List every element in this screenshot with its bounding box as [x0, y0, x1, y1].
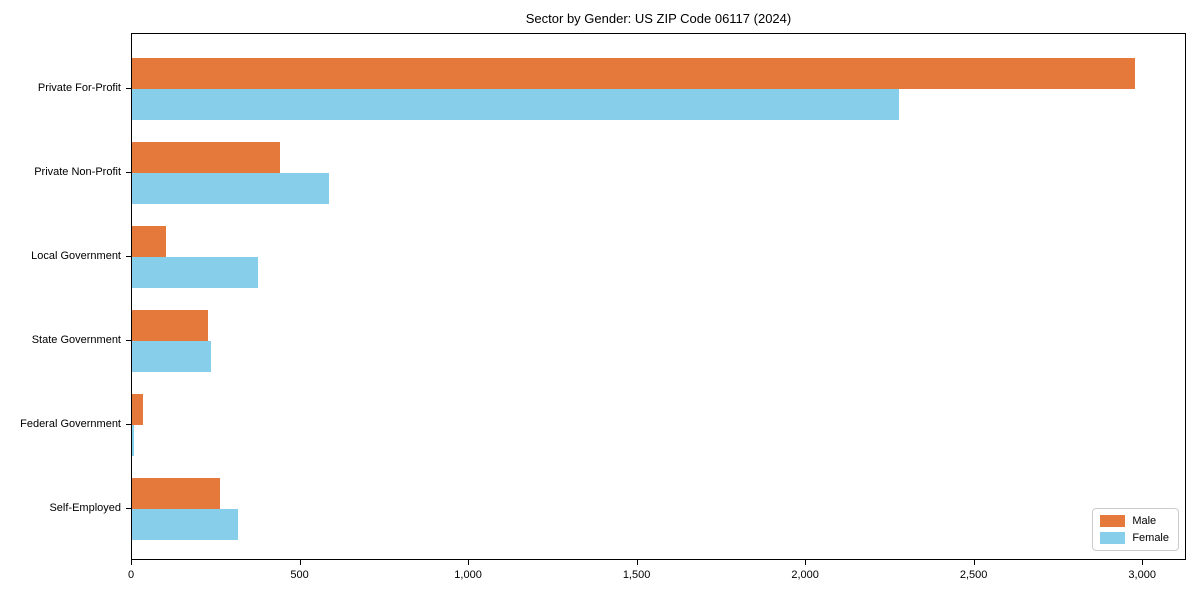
x-tick-label: 0: [127, 569, 135, 581]
x-tick-mark: [973, 560, 975, 565]
y-tick-label: Self-Employed: [49, 502, 121, 514]
x-tick-mark: [299, 560, 301, 565]
y-tick-label: Private For-Profit: [37, 82, 121, 94]
bar-female-3: [132, 341, 212, 372]
bar-female-2: [132, 257, 259, 288]
legend: Male Female: [1092, 508, 1179, 551]
y-tick-mark: [126, 508, 131, 509]
x-tick-mark: [1142, 560, 1144, 565]
y-tick-label: Federal Government: [20, 418, 121, 430]
x-tick-mark: [636, 560, 638, 565]
bar-female-4: [132, 425, 134, 456]
bar-male-4: [132, 394, 144, 425]
x-tick-label: 500: [290, 569, 309, 581]
x-tick-label: 1,500: [622, 569, 651, 581]
x-tick-label: 2,000: [791, 569, 819, 581]
legend-swatch-male: [1100, 515, 1126, 527]
bar-female-5: [132, 509, 239, 540]
legend-label-female: Female: [1132, 532, 1169, 544]
plot-area: Male Female: [131, 33, 1186, 560]
bar-male-5: [132, 478, 220, 509]
y-tick-label: Private Non-Profit: [34, 166, 121, 178]
chart-title: Sector by Gender: US ZIP Code 06117 (202…: [525, 11, 792, 26]
bar-male-1: [132, 142, 281, 173]
bar-male-0: [132, 58, 1135, 89]
bar-female-0: [132, 89, 899, 120]
y-tick-mark: [126, 88, 131, 89]
y-tick-mark: [126, 424, 131, 425]
legend-label-male: Male: [1132, 515, 1157, 527]
x-tick-mark: [468, 560, 470, 565]
bar-male-3: [132, 310, 208, 341]
y-tick-mark: [126, 172, 131, 173]
y-tick-label: Local Government: [31, 250, 121, 262]
legend-swatch-female: [1100, 532, 1126, 544]
legend-item-male: Male: [1100, 515, 1169, 527]
legend-item-female: Female: [1100, 532, 1169, 544]
bar-female-1: [132, 173, 330, 204]
x-tick-mark: [805, 560, 807, 565]
y-tick-mark: [126, 340, 131, 341]
y-tick-label: State Government: [31, 334, 121, 346]
y-tick-mark: [126, 256, 131, 257]
x-tick-label: 3,000: [1128, 569, 1156, 581]
x-tick-label: 2,500: [959, 569, 988, 581]
x-tick-mark: [131, 560, 132, 565]
x-tick-label: 1,000: [454, 569, 482, 581]
bar-male-2: [132, 226, 166, 257]
